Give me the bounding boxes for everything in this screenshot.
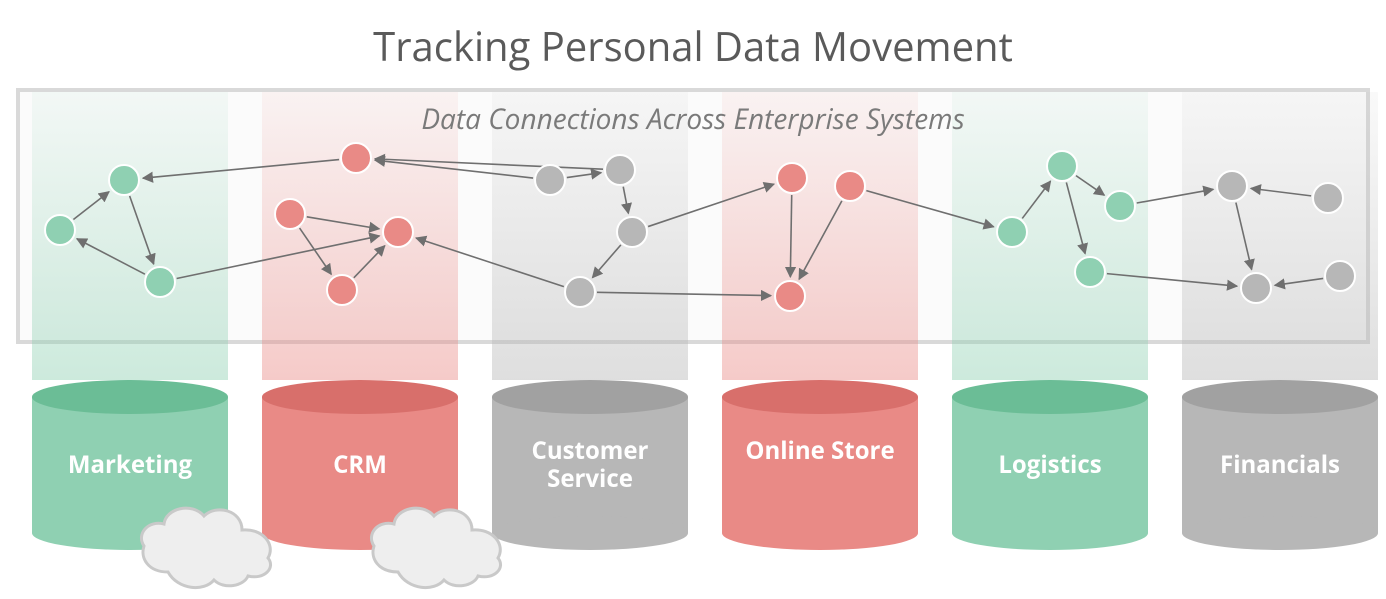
cylinder-label-financials: Financials [1182,451,1378,479]
edge [143,160,339,179]
edge [130,196,154,264]
edge [1022,181,1050,218]
cylinder-label-store: Online Store [722,437,918,465]
cylinder-label-crm: CRM [262,451,458,479]
node-s3 [617,217,647,247]
node-l1 [997,217,1027,247]
node-s4 [565,277,595,307]
edge [1076,176,1104,196]
node-c1 [275,199,305,229]
node-o2 [835,171,865,201]
node-f4 [1325,261,1355,291]
node-s2 [605,155,635,185]
cylinder-logistics: Logistics [952,380,1148,550]
edge [1275,278,1323,285]
cloud-icon [360,498,510,599]
edge [416,238,564,287]
node-c2 [341,143,371,173]
node-o3 [775,281,805,311]
cylinder-financials: Financials [1182,380,1378,550]
cylinder-label-logistics: Logistics [952,451,1148,479]
node-f1 [1217,171,1247,201]
cylinder-store: Online Store [722,380,918,550]
edge [567,173,601,178]
diagram-subtitle: Data Connections Across Enterprise Syste… [0,100,1386,138]
edge [592,245,620,278]
cylinder-service: Customer Service [492,380,688,550]
edge [177,236,380,279]
node-m3 [145,267,175,297]
cylinder-label-service: Customer Service [492,437,688,492]
node-m2 [109,165,139,195]
edge [597,292,771,295]
edge [1066,182,1085,253]
node-l4 [1075,257,1105,287]
edge [1107,274,1237,287]
edge [790,195,791,277]
cylinder-label-marketing: Marketing [32,451,228,479]
edge [623,187,628,214]
edge [866,191,993,227]
node-s1 [535,165,565,195]
edge [1236,203,1252,270]
edge [648,184,774,226]
edge [73,192,109,220]
node-m1 [45,215,75,245]
edge [1137,189,1214,203]
cloud-icon [130,498,280,599]
edge [1251,188,1311,196]
node-c4 [383,217,413,247]
diagram-title: Tracking Personal Data Movement [0,18,1386,73]
node-o1 [777,163,807,193]
node-c3 [327,275,357,305]
node-f3 [1241,273,1271,303]
node-f2 [1313,183,1343,213]
diagram-canvas: Tracking Personal Data Movement Data Con… [0,0,1386,598]
node-l3 [1105,191,1135,221]
edge [307,217,379,229]
edge [354,246,385,278]
edge [799,201,842,279]
node-l2 [1047,151,1077,181]
edge [77,239,145,274]
